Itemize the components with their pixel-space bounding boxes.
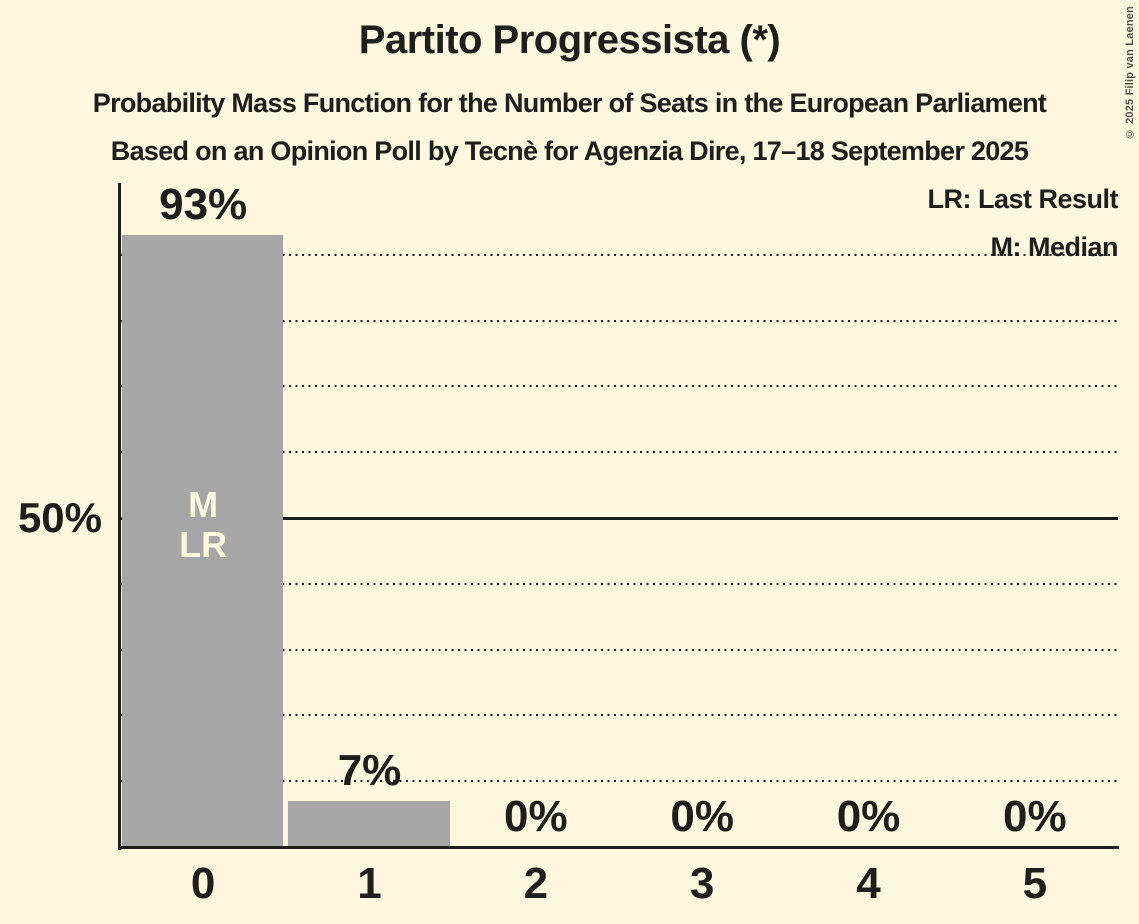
legend-median: M: Median bbox=[990, 232, 1119, 262]
bar-value-label-5: 0% bbox=[1003, 792, 1067, 841]
legend-last-result: LR: Last Result bbox=[927, 184, 1118, 214]
bar-value-label-4: 0% bbox=[836, 792, 901, 841]
x-tick-label-0: 0 bbox=[190, 859, 216, 908]
chart-subtitle-line2: Based on an Opinion Poll by Tecnè for Ag… bbox=[110, 136, 1029, 166]
bar-value-label-0: 93% bbox=[159, 180, 248, 230]
bar-value-label-1: 7% bbox=[337, 745, 402, 795]
bar-value-label-3: 0% bbox=[670, 792, 734, 841]
gridline-90pct bbox=[120, 253, 1118, 256]
x-tick-label-4: 4 bbox=[856, 859, 881, 908]
gridline-80pct bbox=[120, 319, 1118, 322]
gridline-10pct bbox=[120, 780, 1118, 783]
bar-seats-1 bbox=[287, 800, 450, 847]
median-last-result-annotation: M LR bbox=[123, 485, 283, 565]
gridline-20pct bbox=[120, 714, 1118, 717]
x-tick-label-2: 2 bbox=[523, 859, 549, 908]
gridline-60pct bbox=[120, 451, 1118, 454]
x-tick-label-3: 3 bbox=[689, 859, 715, 908]
chart-title: Partito Progressista (*) bbox=[358, 18, 781, 62]
gridline-40pct bbox=[120, 582, 1118, 585]
y-axis-line bbox=[118, 183, 121, 850]
annotation-line: M bbox=[188, 484, 219, 525]
bar-seats-0 bbox=[121, 235, 284, 847]
x-axis-line bbox=[118, 845, 1119, 849]
chart-subtitle-line1: Probability Mass Function for the Number… bbox=[92, 88, 1047, 118]
copyright-text: © 2025 Filip van Laenen bbox=[1124, 6, 1136, 140]
gridline-30pct bbox=[120, 648, 1118, 651]
gridline-70pct bbox=[120, 385, 1118, 388]
bar-value-label-2: 0% bbox=[504, 792, 568, 841]
y-axis-50pct-label: 50% bbox=[17, 494, 102, 541]
x-tick-label-5: 5 bbox=[1022, 859, 1048, 908]
majority-line-50pct bbox=[120, 516, 1118, 520]
annotation-line: LR bbox=[179, 524, 228, 565]
x-tick-label-1: 1 bbox=[357, 859, 382, 908]
plot-area: 93% 7% 0% 0% 0% 0% M LR bbox=[118, 180, 1119, 850]
